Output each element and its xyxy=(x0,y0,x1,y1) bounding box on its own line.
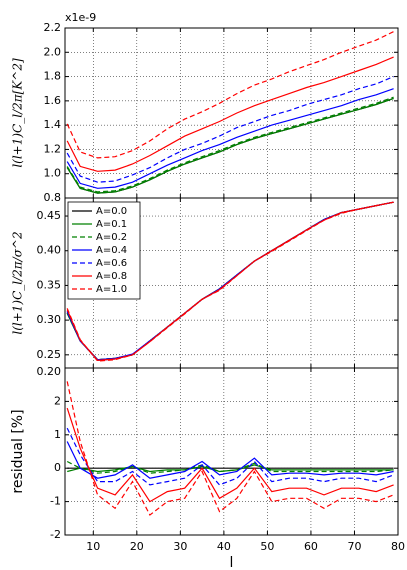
legend-label: A=0.0 xyxy=(96,206,127,217)
y-tick-label: 1 xyxy=(54,428,61,441)
y-tick-label: 0.35 xyxy=(37,278,62,291)
series-line xyxy=(66,31,394,159)
legend-label: A=1.0 xyxy=(96,284,127,295)
series-line xyxy=(66,96,394,193)
y-tick-label: 2 xyxy=(54,394,61,407)
legend-label: A=0.4 xyxy=(96,245,127,256)
x-tick-label: 20 xyxy=(130,540,144,553)
series-line xyxy=(66,201,394,362)
y-axis-label: residual [%] xyxy=(10,409,26,493)
x-tick-label: 40 xyxy=(217,540,231,553)
y-tick-label: 0.8 xyxy=(44,191,62,204)
y-tick-label: 0.30 xyxy=(37,313,62,326)
series-line xyxy=(66,460,394,474)
y-tick-label: 1.2 xyxy=(44,142,62,155)
x-tick-label: 30 xyxy=(173,540,187,553)
y-tick-label: 0.25 xyxy=(37,348,62,361)
series-line xyxy=(66,76,394,183)
axes-frame xyxy=(64,367,399,536)
series-line xyxy=(66,407,394,503)
x-axis-label: l xyxy=(230,555,234,570)
y-tick-label: 1.6 xyxy=(44,94,62,107)
y-tick-label: 0.40 xyxy=(37,244,62,257)
y-tick-label: 2.2 xyxy=(44,21,62,34)
series-line xyxy=(66,88,394,189)
series-line xyxy=(66,381,394,516)
y-axis-label: l(l+1)C_l/2π/σ^2 xyxy=(11,231,25,334)
legend-label: A=0.6 xyxy=(96,258,127,269)
y-tick-label: 1.8 xyxy=(44,70,62,83)
y-axis-label: l(l+1)C_l/2π[K^2] xyxy=(11,58,25,168)
offset-label: x1e-9 xyxy=(65,11,96,24)
x-tick-label: 70 xyxy=(347,540,361,553)
y-tick-label: -1 xyxy=(50,495,61,508)
y-tick-label: 2.0 xyxy=(44,45,62,58)
x-tick-label: 80 xyxy=(391,540,405,553)
legend-label: A=0.1 xyxy=(96,219,127,230)
y-tick-label: 0.45 xyxy=(37,209,62,222)
axes-frame xyxy=(64,27,399,199)
series-line xyxy=(67,464,394,473)
x-tick-label: 50 xyxy=(260,540,274,553)
y-tick-label: 0 xyxy=(54,461,61,474)
y-tick-label: 1.0 xyxy=(44,167,62,180)
corner-label: 0.20 xyxy=(37,365,62,378)
y-tick-label: 1.4 xyxy=(44,118,62,131)
legend-label: A=0.2 xyxy=(96,232,127,243)
series-line xyxy=(66,56,394,172)
legend-label: A=0.8 xyxy=(96,271,127,282)
series-line xyxy=(66,427,394,486)
series-line xyxy=(66,441,394,479)
series-line xyxy=(66,97,394,194)
series-line xyxy=(66,97,394,194)
x-tick-label: 60 xyxy=(304,540,318,553)
x-tick-label: 10 xyxy=(86,540,100,553)
y-tick-label: -2 xyxy=(50,528,61,541)
